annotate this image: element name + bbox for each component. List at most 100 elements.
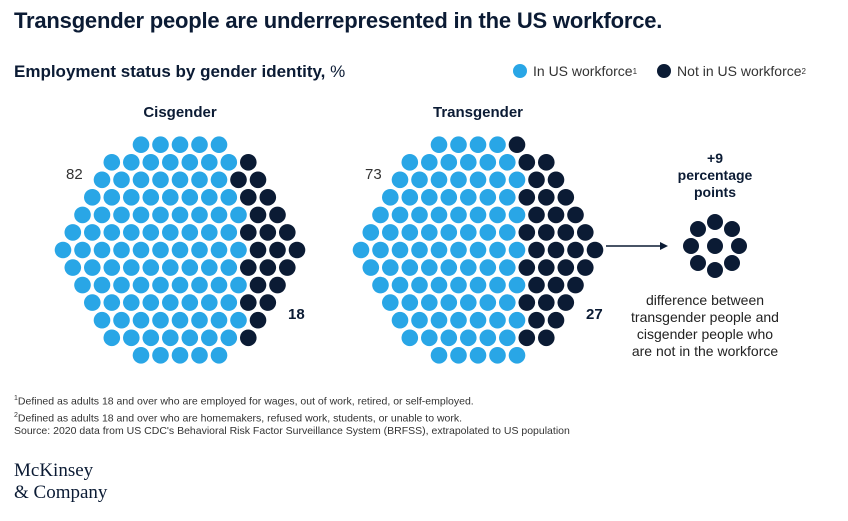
cisgender-dot-not-in-workforce	[279, 224, 296, 241]
subtitle-unit: %	[330, 62, 346, 81]
transgender-dot-in-workforce	[362, 259, 380, 276]
transgender-dot-in-workforce	[372, 206, 389, 224]
transgender-dot-in-workforce	[450, 276, 467, 294]
cisgender-dot-in-workforce	[220, 259, 238, 276]
transgender-dot-not-in-workforce	[557, 224, 575, 241]
footnote-source: Source: 2020 data from US CDC's Behavior…	[14, 425, 570, 438]
transgender-dot-in-workforce	[499, 259, 516, 276]
cisgender-dot-not-in-workforce	[249, 276, 267, 294]
cisgender-dot-not-in-workforce	[240, 294, 257, 311]
transgender-dot-in-workforce	[440, 259, 458, 276]
transgender-dot-in-workforce	[450, 241, 467, 259]
transgender-dot-in-workforce	[479, 224, 497, 241]
footnote-2-text: Defined as adults 18 and over who are ho…	[17, 412, 463, 424]
cisgender-dot-in-workforce	[93, 241, 111, 259]
transgender-dot-in-workforce	[450, 136, 467, 153]
transgender-dot-not-in-workforce	[518, 189, 536, 206]
cisgender-dot-in-workforce	[84, 224, 101, 241]
cisgender-dot-in-workforce	[201, 189, 218, 206]
cisgender-dot-in-workforce	[123, 329, 140, 347]
transgender-dot-not-in-workforce	[577, 224, 594, 241]
cisgender-dot-in-workforce	[220, 189, 238, 206]
cisgender-dot-in-workforce	[171, 171, 189, 189]
cisgender-dot-in-workforce	[230, 241, 247, 259]
transgender-dot-in-workforce	[460, 259, 477, 276]
cisgender-dot-in-workforce	[191, 206, 208, 224]
cisgender-dot-in-workforce	[132, 206, 150, 224]
difference-unit-line1: percentage	[677, 167, 753, 183]
difference-dot	[683, 238, 699, 254]
series-title-cisgender: Cisgender	[143, 104, 217, 121]
transgender-dot-in-workforce	[362, 224, 380, 241]
cisgender-dot-cloud	[54, 136, 306, 364]
cisgender-dot-in-workforce	[191, 276, 208, 294]
legend-sup-out: 2	[801, 66, 806, 76]
footnote-source-text: Source: 2020 data from US CDC's Behavior…	[14, 425, 570, 437]
transgender-dot-in-workforce	[508, 206, 526, 224]
transgender-dot-in-workforce	[440, 154, 458, 171]
transgender-dot-in-workforce	[469, 136, 487, 153]
footnote-1-sup: 1	[14, 395, 18, 402]
cisgender-dot-in-workforce	[201, 154, 218, 171]
cisgender-dot-in-workforce	[220, 294, 238, 311]
transgender-dot-in-workforce	[401, 189, 419, 206]
cisgender-dot-not-in-workforce	[240, 259, 257, 276]
transgender-dot-not-in-workforce	[518, 329, 536, 347]
transgender-dot-in-workforce	[440, 224, 458, 241]
cisgender-dot-in-workforce	[171, 241, 189, 259]
transgender-dot-in-workforce	[450, 311, 467, 329]
difference-value: +9	[707, 150, 723, 166]
cisgender-dot-in-workforce	[103, 189, 121, 206]
transgender-dot-not-in-workforce	[547, 276, 565, 294]
cisgender-dot-in-workforce	[181, 154, 199, 171]
transgender-dot-in-workforce	[469, 206, 487, 224]
transgender-dot-in-workforce	[382, 259, 399, 276]
transgender-dot-not-in-workforce	[557, 189, 575, 206]
cisgender-dot-in-workforce	[113, 276, 130, 294]
transgender-dot-in-workforce	[508, 276, 526, 294]
subtitle-text: Employment status by gender identity,	[14, 62, 326, 81]
transgender-dot-in-workforce	[421, 189, 438, 206]
transgender-dot-in-workforce	[450, 206, 467, 224]
cisgender-dot-in-workforce	[171, 311, 189, 329]
transgender-dot-in-workforce	[479, 329, 497, 347]
transgender-dot-in-workforce	[469, 241, 487, 259]
transgender-dot-in-workforce	[411, 276, 428, 294]
cisgender-dot-in-workforce	[93, 311, 111, 329]
transgender-dot-in-workforce	[499, 329, 516, 347]
legend: In US workforce 1 Not in US workforce 2	[513, 63, 826, 79]
transgender-dot-in-workforce	[489, 136, 506, 153]
cisgender-dot-in-workforce	[201, 224, 218, 241]
cis-out-label: 18	[288, 306, 305, 323]
transgender-dot-not-in-workforce	[577, 259, 594, 276]
transgender-dot-not-in-workforce	[518, 294, 536, 311]
cisgender-dot-in-workforce	[142, 329, 160, 347]
transgender-dot-not-in-workforce	[547, 241, 565, 259]
transgender-dot-in-workforce	[421, 329, 438, 347]
transgender-dot-not-in-workforce	[528, 206, 545, 224]
cisgender-dot-in-workforce	[103, 294, 121, 311]
transgender-dot-in-workforce	[479, 294, 497, 311]
legend-item-not-in-workforce: Not in US workforce 2	[657, 63, 806, 79]
cisgender-dot-in-workforce	[132, 241, 150, 259]
cisgender-dot-in-workforce	[210, 241, 228, 259]
transgender-dot-not-in-workforce	[557, 294, 575, 311]
difference-dot	[690, 221, 706, 237]
cisgender-dot-in-workforce	[171, 276, 189, 294]
transgender-dot-in-workforce	[460, 154, 477, 171]
cisgender-dot-in-workforce	[220, 224, 238, 241]
transgender-dot-in-workforce	[391, 171, 409, 189]
footnote-2-sup: 2	[14, 411, 18, 419]
transgender-dot-in-workforce	[489, 276, 506, 294]
transgender-dot-in-workforce	[508, 347, 526, 364]
transgender-dot-in-workforce	[469, 311, 487, 329]
transgender-dot-in-workforce	[382, 189, 399, 206]
transgender-dot-in-workforce	[479, 259, 497, 276]
cisgender-dot-in-workforce	[201, 329, 218, 347]
cisgender-dot-in-workforce	[171, 136, 189, 153]
cisgender-dot-in-workforce	[191, 241, 208, 259]
cisgender-dot-in-workforce	[162, 189, 179, 206]
chart-title: Transgender people are underrepresented …	[14, 8, 663, 33]
transgender-dot-in-workforce	[411, 241, 428, 259]
mckinsey-logo: McKinsey & Company	[14, 460, 107, 504]
